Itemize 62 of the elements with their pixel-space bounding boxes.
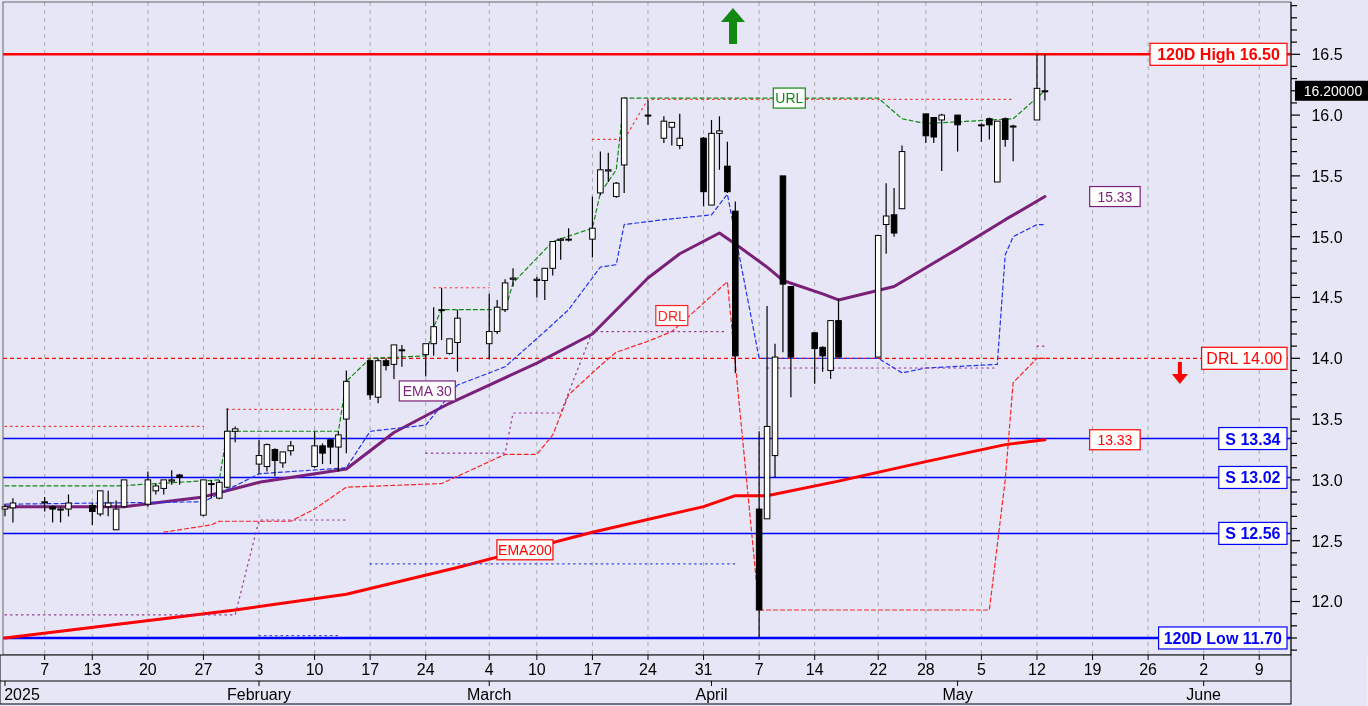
x-tick-label: 9 (1254, 661, 1264, 678)
x-tick-label: 7 (754, 661, 764, 678)
x2-tick-label: February (227, 686, 292, 703)
y-tick-label: 14.5 (1311, 289, 1343, 307)
y-tick-label: 13.5 (1311, 411, 1343, 429)
ref-line-label: 120D High 16.50 (1157, 46, 1280, 64)
x-tick-label: 22 (869, 661, 888, 678)
candlestick (509, 267, 517, 288)
x2-tick-label: April (695, 686, 728, 703)
x-tick-label: 28 (916, 661, 935, 678)
text: 16.20000 (1303, 82, 1363, 99)
x-tick-label: 2 (1199, 661, 1209, 678)
x2-tick-label: June (1186, 686, 1222, 703)
series-label: DRL (657, 307, 687, 324)
x-tick-label: 12 (1028, 661, 1046, 678)
x-tick-label: 3 (254, 661, 264, 678)
line-series (3, 438, 1047, 640)
series-label: EMA200 (498, 541, 553, 558)
x-tick-label: 10 (527, 661, 546, 678)
ref-line-label: S 12.56 (1225, 525, 1281, 543)
candlestick (438, 287, 445, 341)
ref-line-label: S 13.02 (1225, 469, 1281, 487)
x-tick-label: 17 (583, 661, 602, 678)
candlestick (644, 99, 652, 126)
candlestick (954, 114, 961, 153)
annotation: 15.33 (1097, 188, 1133, 205)
y-tick-label: 12.5 (1311, 532, 1343, 550)
y-tick-label: 16.5 (1311, 46, 1343, 64)
y-tick-label: 15.5 (1311, 167, 1343, 185)
candlestick (589, 195, 596, 258)
y-tick-label: 16.0 (1311, 107, 1343, 125)
x-tick-label: 5 (976, 661, 986, 678)
x-tick-label: 26 (1139, 661, 1158, 678)
ref-line-label: S 13.34 (1225, 430, 1281, 448)
x2-tick-label: March (467, 686, 512, 703)
x-tick-label: 4 (484, 661, 494, 678)
y-tick-label: 13.0 (1311, 471, 1343, 489)
ref-line-label: 120D Low 11.70 (1163, 629, 1283, 647)
x-tick-label: 17 (361, 661, 380, 678)
y-tick-label: 12.0 (1311, 593, 1343, 611)
series-label: URL (775, 90, 804, 107)
x-tick-label: 19 (1083, 661, 1102, 678)
candlestick (112, 499, 120, 531)
candlestick (255, 439, 263, 475)
x-tick-label: 20 (138, 661, 157, 678)
line-series (163, 281, 1046, 611)
candlestick (676, 113, 684, 150)
x-tick-label: 7 (40, 661, 50, 678)
series-label: EMA 30 (402, 382, 453, 399)
x-tick-label: 14 (805, 661, 824, 678)
x-tick-label: 10 (305, 661, 324, 678)
y-tick-label: 15.0 (1311, 228, 1343, 246)
ref-line-label: DRL 14.00 (1206, 350, 1283, 368)
annotation: 13.33 (1097, 431, 1133, 448)
x-tick-label: 13 (83, 661, 102, 678)
x-tick-label: 24 (639, 661, 657, 678)
x2-tick-label: May (942, 686, 973, 703)
x-tick-label: 24 (416, 661, 435, 678)
x2-tick-label: 2025 (4, 686, 40, 703)
y-tick-label: 14.0 (1311, 350, 1343, 368)
x-tick-label: 31 (694, 661, 713, 678)
x-tick-label: 27 (194, 661, 213, 678)
